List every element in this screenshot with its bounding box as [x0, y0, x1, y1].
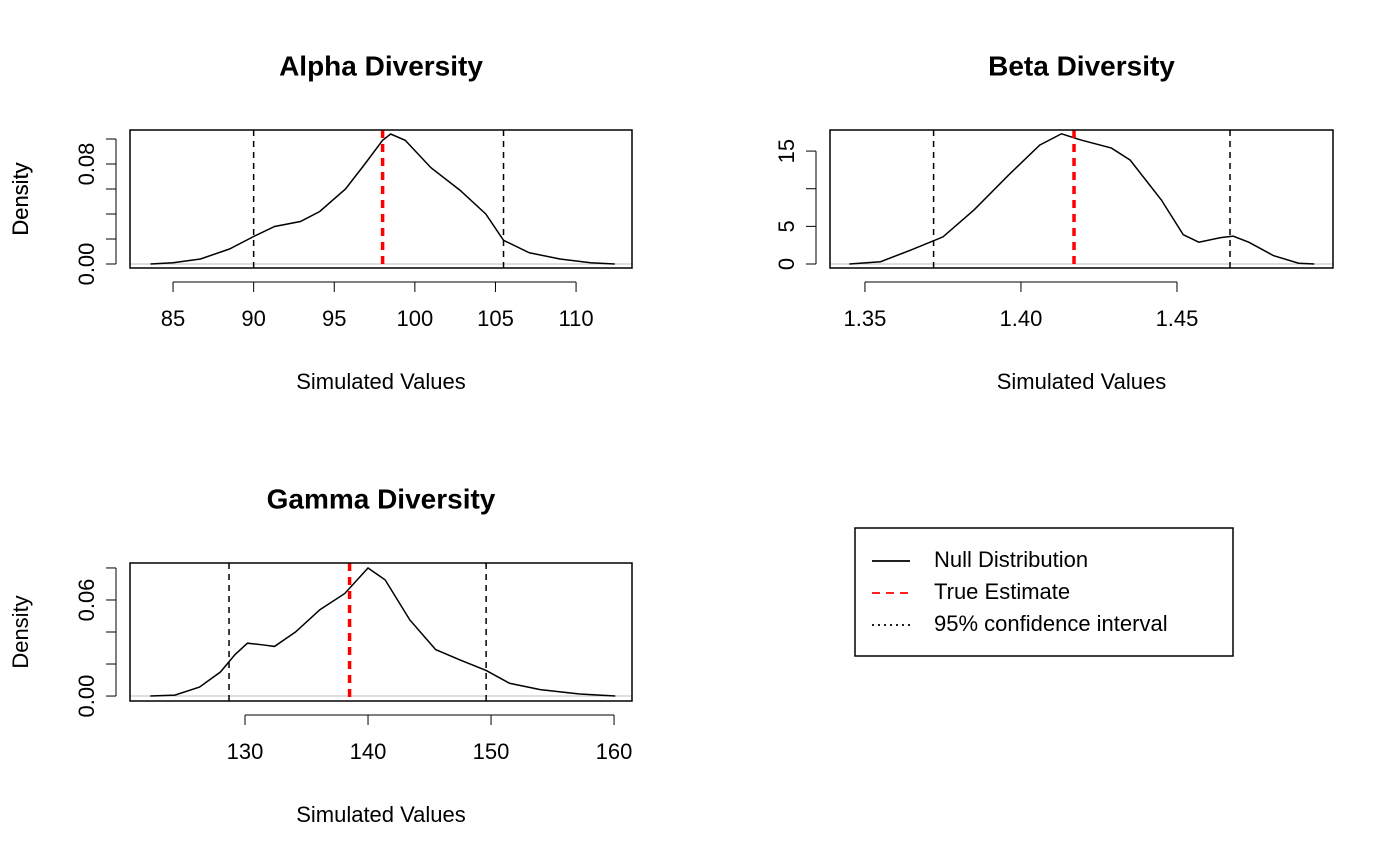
y-tick-label: 5	[774, 220, 799, 232]
x-tick-label: 150	[473, 739, 510, 764]
x-tick-label: 85	[161, 306, 185, 331]
y-axis-label: Density	[8, 162, 33, 235]
legend-box	[854, 527, 1234, 657]
y-tick-label: 0.00	[74, 675, 99, 718]
legend-label: Null Distribution	[934, 547, 1088, 572]
legend-label: True Estimate	[934, 579, 1070, 604]
x-tick-label: 110	[559, 306, 594, 331]
plot-box	[829, 129, 1334, 269]
x-tick-label: 95	[322, 306, 346, 331]
panel-title: Beta Diversity	[988, 50, 1175, 81]
y-axis-label: Density	[8, 162, 33, 235]
x-tick-label: 105	[477, 306, 514, 331]
panel-title: Gamma Diversity	[267, 483, 496, 514]
legend-label: 95% confidence interval	[934, 611, 1168, 636]
y-tick-label: 0.00	[74, 243, 99, 286]
x-tick-label: 130	[227, 739, 264, 764]
y-tick-label: 0.06	[74, 579, 99, 622]
x-tick-label: 140	[350, 739, 387, 764]
x-tick-label: 1.35	[844, 306, 887, 331]
x-tick-label: 1.40	[1000, 306, 1043, 331]
x-axis-label: Simulated Values	[997, 369, 1167, 394]
density-curve	[150, 566, 616, 697]
plot-box	[129, 129, 633, 269]
y-tick-label: 0.08	[74, 143, 99, 186]
y-tick-label: 0	[774, 258, 799, 270]
x-axis-label: Simulated Values	[296, 369, 466, 394]
density-curve	[849, 132, 1315, 265]
x-tick-label: 160	[596, 739, 633, 764]
x-tick-label: 1.45	[1156, 306, 1199, 331]
x-axis-label: Simulated Values	[296, 802, 466, 827]
density-curve	[150, 133, 615, 265]
x-tick-label: 90	[241, 306, 265, 331]
panel-title: Alpha Diversity	[279, 50, 483, 81]
y-axis-label: Density	[8, 595, 33, 668]
y-tick-label: 15	[774, 139, 799, 163]
x-tick-label: 100	[396, 306, 433, 331]
plot-box	[129, 562, 633, 702]
